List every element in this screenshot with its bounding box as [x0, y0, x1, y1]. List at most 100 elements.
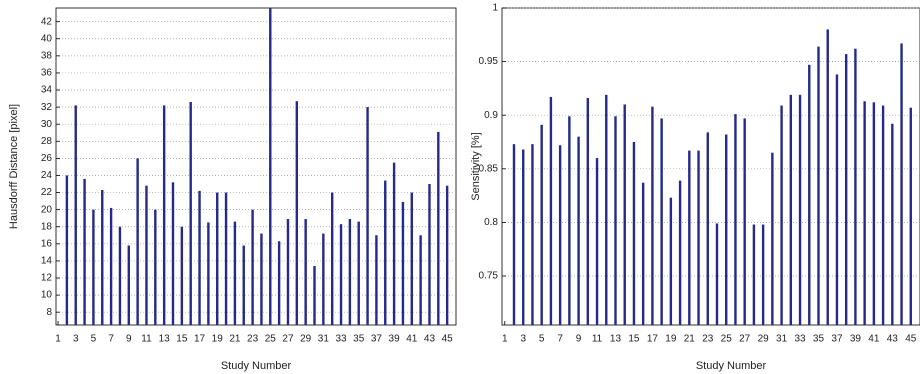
bar [623, 104, 626, 325]
bar [295, 101, 299, 326]
bar [605, 94, 608, 326]
bar [669, 197, 673, 325]
y-tick-label: 0.95 [479, 56, 499, 67]
x-tick-label: 1 [502, 334, 508, 345]
bar [798, 94, 802, 326]
bar [688, 150, 691, 325]
bar [216, 192, 219, 325]
bar [304, 219, 307, 325]
x-tick-label: 35 [353, 334, 365, 345]
x-tick-label: 37 [371, 334, 383, 345]
x-tick-label: 3 [520, 334, 526, 345]
x-tick-label: 13 [610, 334, 622, 345]
x-tick-label: 23 [702, 334, 714, 345]
y-tick-label: 20 [41, 204, 53, 215]
x-tick-label: 45 [905, 334, 917, 345]
x-tick-label: 39 [389, 334, 401, 345]
bar [725, 134, 728, 325]
y-tick-label: 40 [41, 33, 53, 44]
bar [522, 149, 525, 325]
bar [445, 185, 449, 325]
y-tick-label: 36 [41, 68, 53, 79]
bar [109, 207, 113, 325]
x-tick-label: 31 [776, 334, 788, 345]
bar [127, 245, 130, 325]
y-tick-label: 26 [41, 153, 53, 164]
bar [808, 64, 811, 325]
bar [242, 245, 245, 325]
y-tick-label: 8 [46, 307, 52, 318]
bar [419, 235, 422, 325]
bar [568, 116, 571, 326]
bar [101, 189, 104, 325]
y-tick-label: 0.75 [479, 271, 499, 282]
y-tick-label: 22 [41, 187, 53, 198]
bar [322, 233, 325, 325]
bar [872, 102, 876, 325]
x-tick-label: 25 [721, 334, 733, 345]
x-tick-label: 19 [665, 334, 677, 345]
bar [641, 182, 645, 325]
bar [384, 180, 387, 325]
bar [207, 222, 210, 325]
x-tick-label: 15 [628, 334, 640, 345]
bar [392, 162, 396, 325]
x-tick-label: 21 [684, 334, 696, 345]
x-tick-label: 19 [212, 334, 224, 345]
y-tick-label: 16 [41, 238, 53, 249]
y-tick-label: 14 [41, 256, 53, 267]
bar [595, 158, 599, 325]
bar [844, 54, 848, 325]
bar [401, 201, 405, 325]
y-tick-label: 18 [41, 221, 53, 232]
bar [697, 150, 700, 325]
bar [531, 144, 534, 325]
x-tick-label: 15 [176, 334, 188, 345]
bar [752, 224, 756, 325]
x-tick-label: 41 [406, 334, 418, 345]
y-tick-label: 12 [41, 273, 53, 284]
bar [826, 29, 829, 326]
x-tick-label: 39 [850, 334, 862, 345]
x-tick-label: 9 [126, 334, 132, 345]
bar [660, 118, 663, 325]
bar [339, 224, 343, 325]
bar [348, 219, 352, 325]
x-tick-label: 7 [108, 334, 114, 345]
bar [817, 46, 820, 325]
x-tick-label: 31 [318, 334, 330, 345]
bar [863, 101, 866, 326]
bar [614, 116, 617, 326]
bar [260, 233, 263, 325]
bar [357, 221, 360, 325]
bar [198, 190, 201, 325]
bar [154, 209, 157, 325]
y-tick-label: 0.9 [484, 110, 498, 121]
bar [909, 107, 912, 325]
bar [375, 235, 378, 325]
x-tick-label: 3 [73, 334, 79, 345]
x-axis-label: Study Number [696, 360, 767, 372]
bar [171, 182, 175, 325]
bar [743, 118, 746, 325]
bar [330, 192, 334, 325]
bar [189, 101, 192, 325]
y-tick-label: 32 [41, 102, 53, 113]
bar [277, 241, 281, 325]
plot-area [55, 7, 457, 326]
bar [854, 48, 857, 325]
bar [74, 105, 77, 325]
bar [586, 98, 590, 326]
x-tick-label: 23 [247, 334, 259, 345]
bar [891, 123, 894, 325]
bar [118, 226, 122, 325]
bar [366, 107, 369, 325]
bar [233, 221, 237, 325]
bar [780, 105, 783, 325]
x-tick-label: 11 [141, 334, 152, 345]
x-axis-label: Study Number [221, 360, 292, 372]
bar [83, 178, 86, 325]
x-tick-label: 21 [229, 334, 241, 345]
y-tick-label: 42 [41, 16, 53, 27]
